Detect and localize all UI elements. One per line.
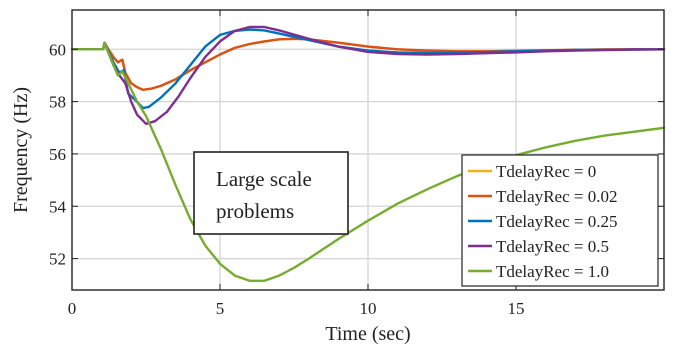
- annotation-line-2: problems: [216, 199, 294, 223]
- legend-label-2: TdelayRec = 0.25: [496, 212, 617, 231]
- y-tick-label: 58: [49, 93, 66, 112]
- legend-label-4: TdelayRec = 1.0: [496, 262, 609, 281]
- annotation-box: Large scale problems: [193, 151, 349, 235]
- annotation-frame: [193, 151, 349, 235]
- x-tick-label: 0: [68, 299, 77, 318]
- legend: TdelayRec = 0 TdelayRec = 0.02 TdelayRec =…: [461, 154, 659, 287]
- x-axis-label: Time (sec): [325, 323, 410, 345]
- y-axis-label: Frequency (Hz): [10, 87, 32, 213]
- annotation-line-1: Large scale: [216, 167, 312, 191]
- y-tick-label: 60: [49, 40, 66, 59]
- series-lines: [70, 25, 666, 282]
- plot-area-frame: [71, 9, 665, 291]
- y-tick-label: 54: [49, 197, 67, 216]
- y-tick-label: 52: [49, 250, 66, 269]
- y-tick-label: 56: [49, 145, 66, 164]
- series-line-3: [70, 25, 666, 125]
- grid-lines: [72, 10, 664, 290]
- legend-label-0: TdelayRec = 0: [496, 162, 596, 181]
- x-tick-label: 10: [360, 299, 377, 318]
- legend-label-3: TdelayRec = 0.5: [496, 237, 609, 256]
- axis-ticks: 0 5 10 15 52 54 56 58 60: [49, 10, 664, 318]
- x-tick-label: 15: [508, 299, 525, 318]
- legend-label-1: TdelayRec = 0.02: [496, 187, 617, 206]
- x-tick-label: 5: [216, 299, 225, 318]
- legend-frame: [461, 154, 659, 287]
